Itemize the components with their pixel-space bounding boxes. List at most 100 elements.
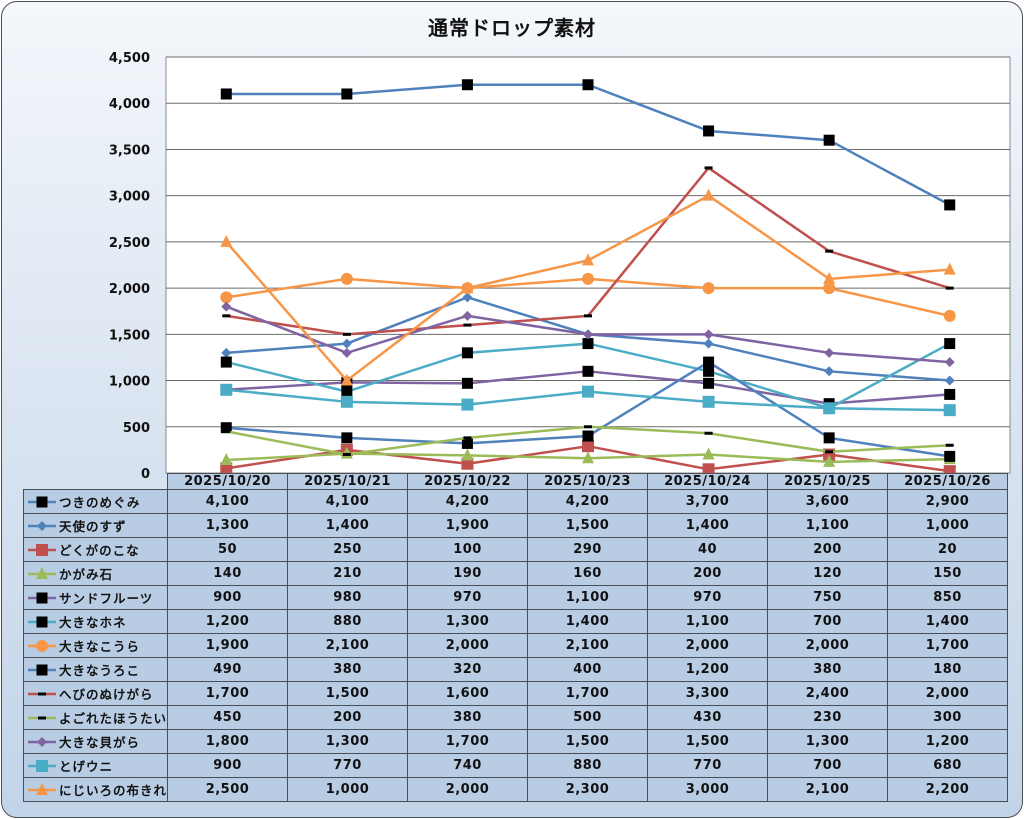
marker-triangle: [220, 453, 233, 466]
marker-diamond: [462, 292, 473, 303]
marker-dash: [704, 166, 713, 170]
table-cell: 2,100: [527, 633, 649, 658]
table-cell: 1,300: [287, 729, 409, 754]
series-name: よごれたほうたい: [59, 711, 168, 726]
marker-diamond: [37, 520, 47, 531]
marker-square: [702, 463, 715, 476]
marker-diamond: [944, 357, 955, 368]
marker-square: [220, 462, 233, 475]
legend-entry: つきのめぐみ: [22, 489, 169, 514]
marker-circle: [36, 639, 48, 652]
marker-square: [582, 385, 594, 398]
series-name: かがみ石: [59, 567, 114, 582]
marker-square: [461, 347, 473, 359]
series-name: サンドフルーツ: [59, 591, 154, 606]
table-cell: 430: [647, 705, 769, 730]
category-label: 2025/10/20: [167, 473, 289, 490]
table-cell: 770: [647, 753, 769, 778]
table-cell: 680: [887, 753, 1009, 778]
table-row: よごれたほうたい 450 200 380 500 430 230 300: [22, 705, 1009, 730]
marker-circle: [582, 272, 594, 285]
table-row: 大きなうろこ 490 380 320 400 1,200 380 180: [22, 657, 1009, 682]
marker-square: [703, 365, 715, 377]
series-group: [220, 79, 956, 478]
marker-triangle: [582, 253, 594, 266]
table-cell: 1,300: [407, 609, 529, 634]
table-cell: 1,500: [287, 681, 409, 706]
table-cell: 750: [767, 585, 889, 610]
legend-entry: にじいろの布きれ: [22, 777, 169, 802]
table-cell: 200: [767, 537, 889, 562]
marker-dash: [342, 332, 351, 336]
series-name: 大きなうろこ: [59, 663, 141, 678]
table-cell: 1,100: [527, 585, 649, 610]
table-cell: 900: [167, 753, 289, 778]
marker-square: [582, 79, 594, 91]
marker-square: [220, 383, 233, 396]
marker-circle: [220, 291, 233, 304]
table-row: へびのぬけがら 1,700 1,500 1,600 1,700 3,300 2,400 2,0…: [22, 681, 1009, 706]
table-cell: 900: [167, 585, 289, 610]
series-大きなうろこ: [220, 356, 956, 462]
category-label: 2025/10/24: [647, 473, 769, 490]
table-cell: 1,400: [647, 513, 769, 538]
marker-square: [220, 422, 232, 434]
table-cell: 210: [287, 561, 409, 586]
marker-diamond: [221, 347, 232, 358]
marker-square: [823, 134, 835, 146]
table-cell: 4,200: [407, 489, 529, 514]
marker-triangle: [220, 234, 233, 247]
marker-dash: [584, 314, 592, 318]
table-cell: 2,500: [167, 777, 289, 802]
series-name: 大きなホネ: [59, 615, 127, 630]
marker-circle: [823, 282, 836, 295]
table-cell: 1,000: [287, 777, 409, 802]
table-cell: 4,100: [167, 489, 289, 514]
table-cell: 1,200: [167, 609, 289, 634]
series-name: 天使のすず: [59, 519, 127, 534]
marker-dash: [704, 431, 713, 435]
table-cell: 1,500: [527, 513, 649, 538]
marker-triangle: [702, 188, 715, 201]
legend-key-icon: [28, 664, 56, 675]
marker-dash: [825, 249, 834, 253]
table-cell: 230: [767, 705, 889, 730]
marker-square: [341, 386, 353, 398]
table-cell: 1,900: [167, 633, 289, 658]
table-cell: 300: [887, 705, 1009, 730]
series-name: どくがのこな: [59, 543, 140, 558]
table-cell: 1,900: [407, 513, 529, 538]
data-table: 2025/10/20 2025/10/21 2025/10/22 2025/10/23…: [22, 473, 1009, 802]
table-cell: 4,200: [527, 489, 649, 514]
marker-square: [36, 592, 48, 603]
marker-square: [36, 616, 48, 627]
table-cell: 1,700: [407, 729, 529, 754]
marker-square: [220, 88, 232, 100]
series-よごれたほうたい: [222, 425, 954, 457]
marker-square: [944, 338, 956, 350]
table-cell: 1,000: [887, 513, 1009, 538]
table-row: 大きな貝がら 1,800 1,300 1,700 1,500 1,500 1,300 1,20…: [22, 729, 1009, 754]
legend-key-icon: [28, 759, 56, 772]
table-cell: 1,500: [647, 729, 769, 754]
table-cell: 1,400: [887, 609, 1009, 634]
table-cell: 1,100: [647, 609, 769, 634]
table-cell: 2,900: [887, 489, 1009, 514]
marker-dash: [945, 286, 954, 290]
table-cell: 380: [287, 657, 409, 682]
marker-square: [461, 398, 474, 411]
marker-dash: [342, 453, 351, 457]
category-label: 2025/10/26: [887, 473, 1009, 490]
legend-key-icon: [28, 782, 56, 795]
table-cell: 2,000: [407, 777, 529, 802]
table-cell: 1,500: [527, 729, 649, 754]
table-cell: 970: [647, 585, 769, 610]
table-cell: 850: [887, 585, 1009, 610]
legend-entry: どくがのこな: [22, 537, 169, 562]
series-name: つきのめぐみ: [59, 495, 141, 510]
y-tick-label: 2,500: [109, 236, 150, 251]
marker-triangle: [582, 451, 594, 464]
marker-square: [461, 437, 473, 449]
marker-triangle: [340, 373, 353, 386]
